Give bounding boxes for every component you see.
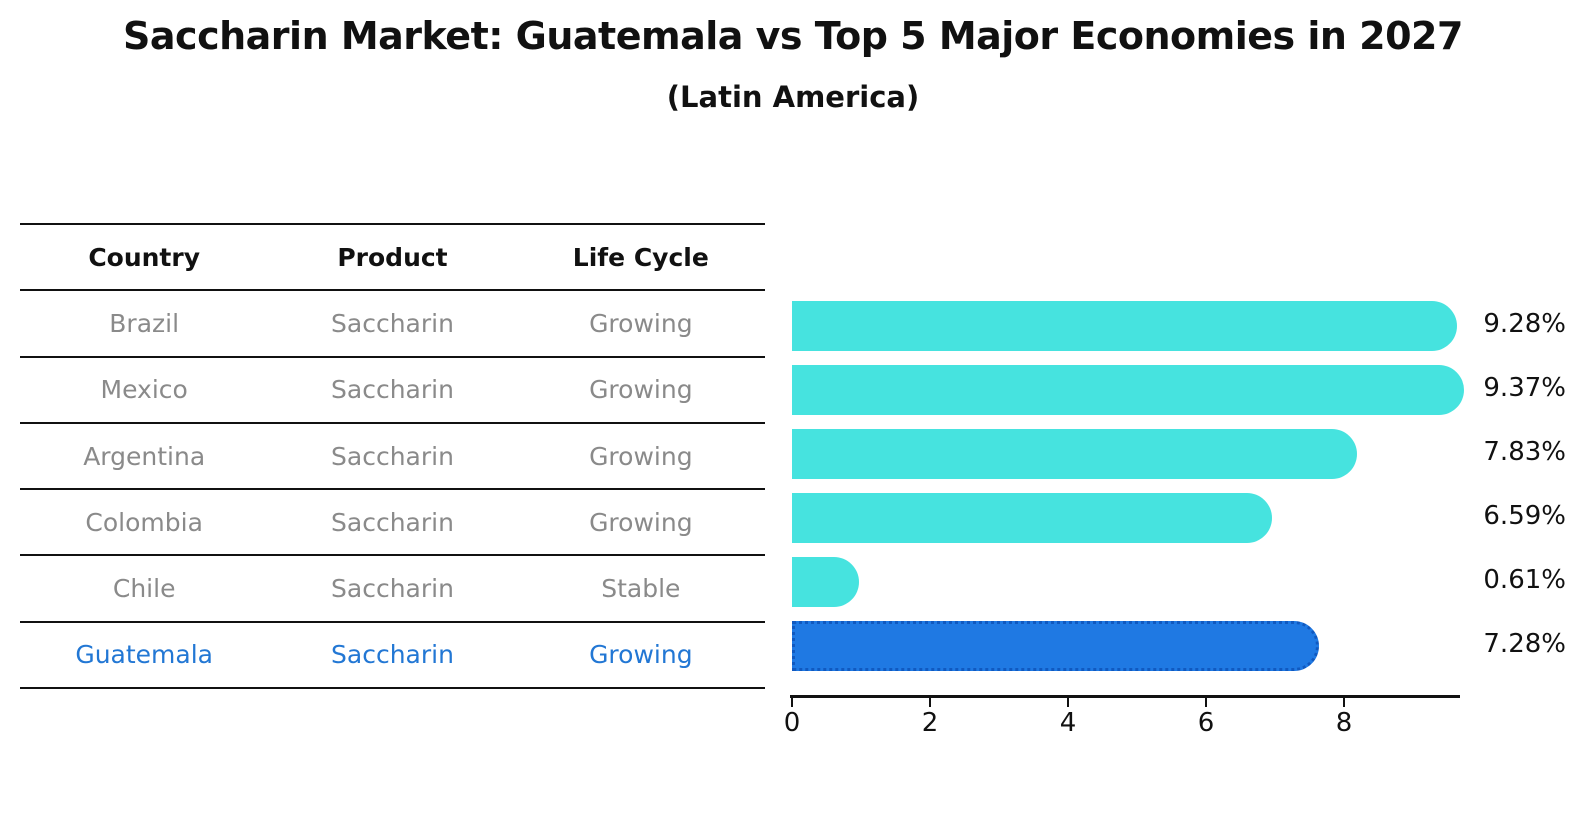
x-axis-tick-label: 8 <box>1335 708 1353 738</box>
table-cell: Saccharin <box>331 640 454 670</box>
table-row-guatemala: Guatemala Saccharin Growing <box>20 623 765 690</box>
table-cell: Chile <box>112 574 176 604</box>
bar-value-label-brazil: 9.28% <box>1483 309 1566 339</box>
bar-value-label-mexico: 9.37% <box>1483 373 1566 403</box>
table-cell: Growing <box>589 441 693 471</box>
bar-brazil <box>792 301 1458 351</box>
bar-value-label-chile: 0.61% <box>1483 565 1566 595</box>
country-table: Country Product Life Cycle Brazil Saccharin G… <box>20 223 765 690</box>
table-cell: Saccharin <box>331 574 454 604</box>
x-axis-tick-label: 6 <box>1197 708 1215 738</box>
table-cell: Growing <box>589 640 693 670</box>
bar-colombia <box>792 493 1272 543</box>
table-header-cell: Product <box>337 242 448 272</box>
table-cell: Brazil <box>109 308 180 338</box>
table-cell: Saccharin <box>331 375 454 405</box>
table-row-mexico: Mexico Saccharin Growing <box>20 358 765 424</box>
table-cell: Growing <box>589 375 693 405</box>
x-axis-tick <box>929 698 931 707</box>
table-row-brazil: Brazil Saccharin Growing <box>20 291 765 358</box>
table-cell: Saccharin <box>331 441 454 471</box>
table-cell: Stable <box>601 574 681 604</box>
bar-mexico <box>792 365 1464 415</box>
table-cell: Growing <box>589 507 693 537</box>
x-axis-tick <box>791 698 793 707</box>
bar-value-label-argentina: 7.83% <box>1483 437 1566 467</box>
chart-subtitle: (Latin America) <box>666 80 920 114</box>
table-row-chile: Chile Saccharin Stable <box>20 556 765 623</box>
bar-chile <box>792 557 860 607</box>
table-cell: Colombia <box>85 507 203 537</box>
table-cell: Guatemala <box>75 640 213 670</box>
chart-title: Saccharin Market: Guatemala vs Top 5 Maj… <box>123 14 1463 58</box>
table-cell: Saccharin <box>331 507 454 537</box>
bar-argentina <box>792 429 1358 479</box>
bar-value-label-colombia: 6.59% <box>1483 501 1566 531</box>
table-row-colombia: Colombia Saccharin Growing <box>20 490 765 557</box>
x-axis-tick <box>1067 698 1069 707</box>
table-header-cell: Country <box>88 242 201 272</box>
table-cell: Argentina <box>83 441 206 471</box>
table-row-argentina: Argentina Saccharin Growing <box>20 424 765 491</box>
x-axis-tick-label: 4 <box>1059 708 1077 738</box>
bar-guatemala <box>792 621 1320 671</box>
x-axis-tick-label: 2 <box>921 708 939 738</box>
x-axis-tick <box>1205 698 1207 707</box>
x-axis-tick <box>1343 698 1345 707</box>
table-header-cell: Life Cycle <box>572 242 709 272</box>
bar-value-label-guatemala: 7.28% <box>1483 629 1566 659</box>
table-cell: Growing <box>589 308 693 338</box>
table-cell: Saccharin <box>331 308 454 338</box>
x-axis-tick-label: 0 <box>783 708 801 738</box>
table-cell: Mexico <box>100 375 188 405</box>
x-axis-line <box>790 695 1460 698</box>
table-header-row: Country Product Life Cycle <box>20 225 765 292</box>
